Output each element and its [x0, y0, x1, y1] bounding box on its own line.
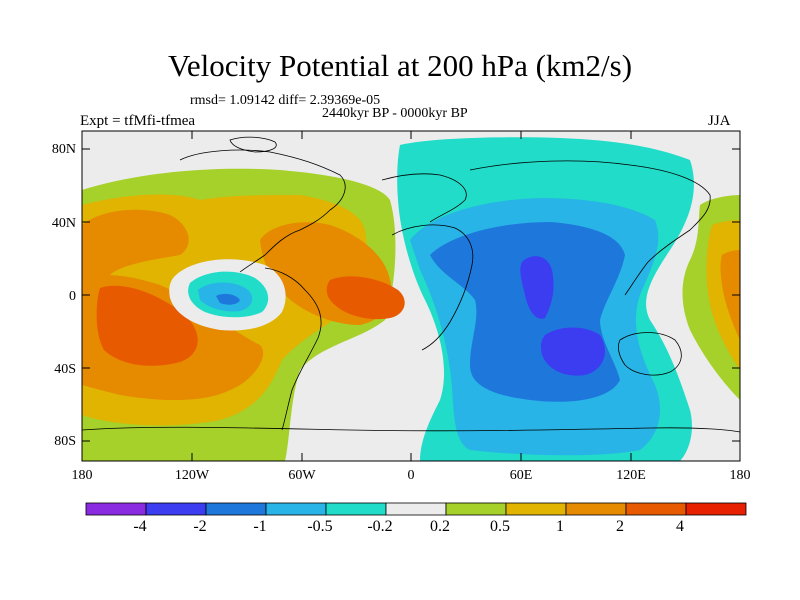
colorbar-label-6: 0.2 — [430, 518, 450, 535]
lat-tick-0: 0 — [69, 289, 76, 304]
negative-anomaly-peru — [169, 259, 286, 331]
colorbar-label-2: -2 — [193, 518, 207, 535]
colorbar-label-5: -0.2 — [367, 518, 393, 535]
contour-band-darkblue-indianocean — [541, 327, 605, 376]
lon-tick-180e: 180 — [729, 468, 751, 483]
colorbar-swatch-9 — [565, 502, 627, 516]
contour-band-blue-peru — [216, 293, 240, 305]
lat-tick-80n: 80N — [51, 142, 76, 157]
colorbar-swatch-1 — [85, 502, 147, 516]
colorbar-swatch-2 — [145, 502, 207, 516]
colorbar-label-8: 1 — [556, 518, 564, 535]
coastline-south-america — [264, 267, 322, 431]
axis-ticks — [81, 131, 741, 461]
season-label: JJA — [708, 113, 731, 129]
contour-band-orange-nw — [82, 209, 189, 282]
lon-tick-120e: 120E — [616, 468, 646, 483]
negative-anomaly-east — [397, 137, 694, 461]
stats-text: rmsd= 1.09142 diff= 2.39369e-05 — [190, 93, 381, 108]
experiment-label: Expt = tfMfi-tfmea — [80, 113, 196, 129]
lat-tick-80s: 80S — [54, 434, 76, 449]
lat-tick-40n: 40N — [51, 216, 76, 231]
coastline-europe — [381, 173, 467, 223]
contour-band-darkblue-india — [520, 256, 554, 319]
coastline-australia — [618, 332, 682, 376]
lon-tick-60e: 60E — [509, 468, 533, 483]
lon-tick-60w: 60W — [288, 468, 316, 483]
contour-band-orange-pacific — [720, 250, 740, 340]
colorbar-label-9: 2 — [616, 518, 624, 535]
coastline-asia — [469, 160, 711, 296]
coastline-africa — [391, 224, 474, 351]
lat-tick-40s: 40S — [54, 362, 76, 377]
chart-title: Velocity Potential at 200 hPa (km2/s) — [167, 48, 633, 83]
colorbar-swatch-5 — [325, 502, 387, 516]
colorbar-label-7: 0.5 — [490, 518, 510, 535]
colorbar-swatch-3 — [205, 502, 267, 516]
colorbar-swatch-11 — [685, 502, 747, 516]
colorbar-swatch-6 — [385, 502, 447, 516]
lon-tick-180w: 180 — [71, 468, 93, 483]
coastline-greenland — [229, 136, 277, 153]
colorbar-label-4: -0.5 — [307, 518, 333, 535]
land-outlines — [82, 136, 740, 433]
colorbar-swatch-8 — [505, 502, 567, 516]
lon-tick-0: 0 — [407, 468, 415, 483]
colorbar-label-1: -4 — [133, 518, 147, 535]
colorbar-swatch-4 — [265, 502, 327, 516]
contour-field — [82, 131, 740, 461]
contour-band-red-sw — [96, 285, 198, 366]
coastline-antarctica — [82, 426, 740, 433]
colorbar-swatch-7 — [445, 502, 507, 516]
colorbar — [85, 502, 747, 516]
contour-band-red-atlantic — [326, 276, 405, 320]
colorbar-swatch-10 — [625, 502, 687, 516]
period-text: 2440kyr BP - 0000kyr BP — [322, 106, 468, 121]
positive-anomaly-pacific-east — [682, 195, 740, 400]
colorbar-label-3: -1 — [253, 518, 267, 535]
lon-tick-120w: 120W — [174, 468, 210, 483]
colorbar-label-10: 4 — [676, 518, 684, 535]
